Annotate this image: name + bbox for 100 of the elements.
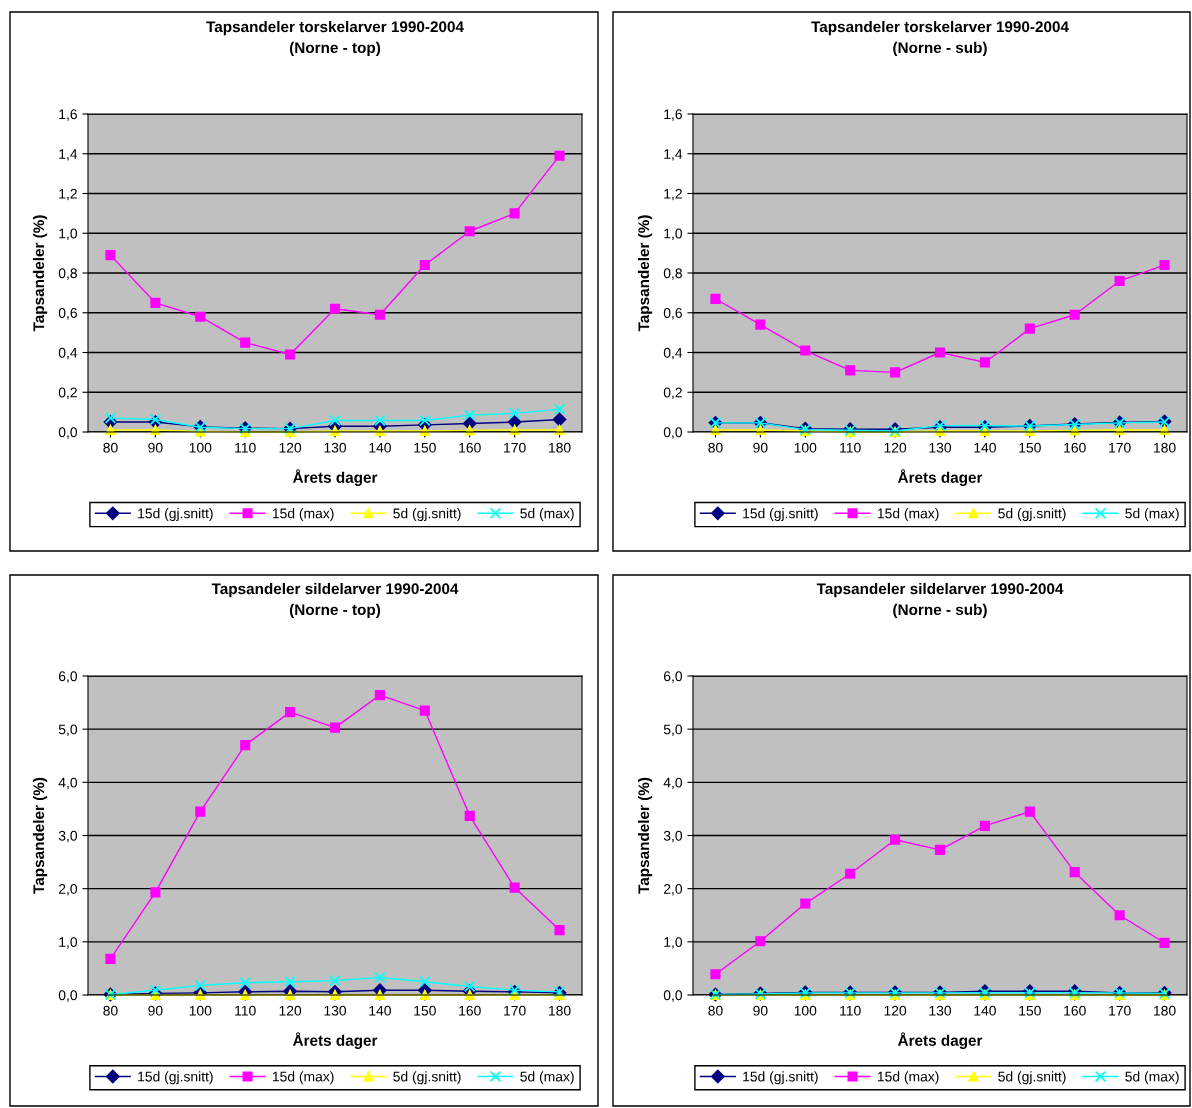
chart-title: Tapsandeler sildelarver 1990-2004 (Norne - top) xyxy=(211,582,459,619)
y-tick-label: 5,0 xyxy=(663,724,683,736)
y-axis-title: Tapsandeler (%) xyxy=(637,777,653,894)
y-tick-label: 1,6 xyxy=(59,109,77,121)
legend-label: 5d (max) xyxy=(520,508,574,522)
y-tick-label: 6,0 xyxy=(663,671,683,683)
legend-label: 5d (max) xyxy=(1125,1071,1179,1085)
y-tick-label: 1,2 xyxy=(59,188,77,201)
x-tick-label: 120 xyxy=(279,442,302,453)
x-tick-label: 110 xyxy=(235,442,256,453)
x-tick-label: 120 xyxy=(279,1005,302,1016)
legend-label: 15d (gj.snitt) xyxy=(138,508,213,522)
x-tick-label: 140 xyxy=(369,1005,391,1016)
y-tick-label: 0,0 xyxy=(663,427,683,439)
x-axis-title: Årets dager xyxy=(292,1032,378,1049)
x-tick-label: 150 xyxy=(1019,1005,1041,1016)
x-tick-label: 150 xyxy=(414,1005,436,1016)
x-tick-label: 170 xyxy=(504,1005,526,1016)
legend-label: 5d (max) xyxy=(1125,508,1179,522)
y-axis-title: Tapsandeler (%) xyxy=(32,215,48,332)
legend-label: 5d (gj.snitt) xyxy=(393,508,461,522)
x-tick-label: 90 xyxy=(753,442,768,453)
x-tick-label: 160 xyxy=(459,1005,481,1016)
legend-label: 15d (gj.snitt) xyxy=(743,508,818,522)
x-tick-label: 170 xyxy=(504,442,526,453)
y-tick-label: 2,0 xyxy=(663,884,683,896)
y-axis-title: Tapsandeler (%) xyxy=(32,777,48,894)
chart-title: Tapsandeler torskelarver 1990-2004 (Norne - top) xyxy=(206,20,464,57)
x-tick-label: 110 xyxy=(840,1005,861,1016)
x-tick-label: 80 xyxy=(708,442,723,453)
x-tick-label: 100 xyxy=(794,1005,817,1016)
x-tick-label: 110 xyxy=(840,442,861,453)
x-tick-label: 90 xyxy=(753,1005,768,1016)
y-tick-label: 0,4 xyxy=(58,347,78,360)
y-tick-label: 1,0 xyxy=(664,228,683,241)
x-tick-label: 80 xyxy=(103,442,118,453)
y-tick-label: 0,0 xyxy=(58,990,78,1002)
chart-title: Tapsandeler sildelarver 1990-2004 (Norne - sub) xyxy=(816,582,1064,619)
y-tick-label: 1,0 xyxy=(59,228,78,241)
y-tick-label: 5,0 xyxy=(58,724,78,736)
x-tick-label: 170 xyxy=(1109,1005,1131,1016)
x-tick-label: 160 xyxy=(1064,1005,1086,1016)
x-tick-label: 180 xyxy=(1154,1005,1176,1016)
y-tick-label: 0,0 xyxy=(663,990,683,1002)
x-axis-title: Årets dager xyxy=(292,469,378,486)
x-tick-label: 90 xyxy=(148,442,163,453)
x-tick-label: 100 xyxy=(189,1005,212,1016)
y-tick-label: 4,0 xyxy=(58,777,78,790)
y-tick-label: 0,0 xyxy=(58,427,78,439)
y-tick-label: 6,0 xyxy=(58,671,78,683)
legend-label: 15d (max) xyxy=(877,1071,939,1085)
x-tick-label: 120 xyxy=(884,1005,907,1016)
x-tick-label: 150 xyxy=(414,442,436,453)
y-tick-label: 3,0 xyxy=(58,830,78,843)
chart-title: Tapsandeler torskelarver 1990-2004 (Norne - sub) xyxy=(811,20,1069,57)
x-tick-label: 120 xyxy=(884,442,907,453)
x-tick-label: 150 xyxy=(1019,442,1041,453)
y-tick-label: 0,2 xyxy=(58,387,77,400)
legend-label: 5d (gj.snitt) xyxy=(393,1071,461,1085)
y-tick-label: 0,4 xyxy=(663,347,683,360)
x-tick-label: 130 xyxy=(929,1005,952,1016)
x-axis-title: Årets dager xyxy=(897,1032,983,1049)
x-tick-label: 130 xyxy=(324,1005,347,1016)
y-tick-label: 0,2 xyxy=(663,387,682,400)
legend-label: 5d (max) xyxy=(520,1071,574,1085)
x-tick-label: 180 xyxy=(1154,442,1176,453)
legend-label: 15d (gj.snitt) xyxy=(743,1071,818,1085)
x-axis-title: Årets dager xyxy=(897,469,983,486)
x-tick-label: 90 xyxy=(148,1005,163,1016)
y-tick-label: 3,0 xyxy=(663,830,683,843)
y-tick-label: 0,8 xyxy=(58,268,77,280)
x-tick-label: 130 xyxy=(324,442,347,453)
x-tick-label: 140 xyxy=(974,442,996,453)
x-tick-label: 130 xyxy=(929,442,952,453)
x-tick-label: 170 xyxy=(1109,442,1131,453)
y-tick-label: 0,8 xyxy=(663,268,682,280)
legend-label: 15d (max) xyxy=(272,508,334,522)
x-tick-label: 100 xyxy=(794,442,817,453)
y-tick-label: 2,0 xyxy=(58,884,78,896)
legend-label: 5d (gj.snitt) xyxy=(998,1071,1066,1085)
legend-label: 15d (gj.snitt) xyxy=(138,1071,213,1085)
x-tick-label: 140 xyxy=(974,1005,996,1016)
y-tick-label: 0,6 xyxy=(58,308,77,320)
y-axis-title: Tapsandeler (%) xyxy=(637,215,653,332)
x-tick-label: 80 xyxy=(103,1005,118,1016)
y-tick-label: 1,4 xyxy=(59,149,78,161)
x-tick-label: 140 xyxy=(369,442,391,453)
y-tick-label: 4,0 xyxy=(663,777,683,790)
y-tick-label: 0,6 xyxy=(663,308,682,320)
y-tick-label: 1,2 xyxy=(664,188,682,201)
y-tick-label: 1,0 xyxy=(664,937,683,949)
legend-label: 5d (gj.snitt) xyxy=(998,508,1066,522)
x-tick-label: 160 xyxy=(459,442,481,453)
x-tick-label: 80 xyxy=(708,1005,723,1016)
legend-label: 15d (max) xyxy=(272,1071,334,1085)
x-tick-label: 160 xyxy=(1064,442,1086,453)
y-tick-label: 1,4 xyxy=(664,149,683,161)
legend-label: 15d (max) xyxy=(877,508,939,522)
x-tick-label: 180 xyxy=(549,1005,571,1016)
y-tick-label: 1,6 xyxy=(664,109,682,121)
